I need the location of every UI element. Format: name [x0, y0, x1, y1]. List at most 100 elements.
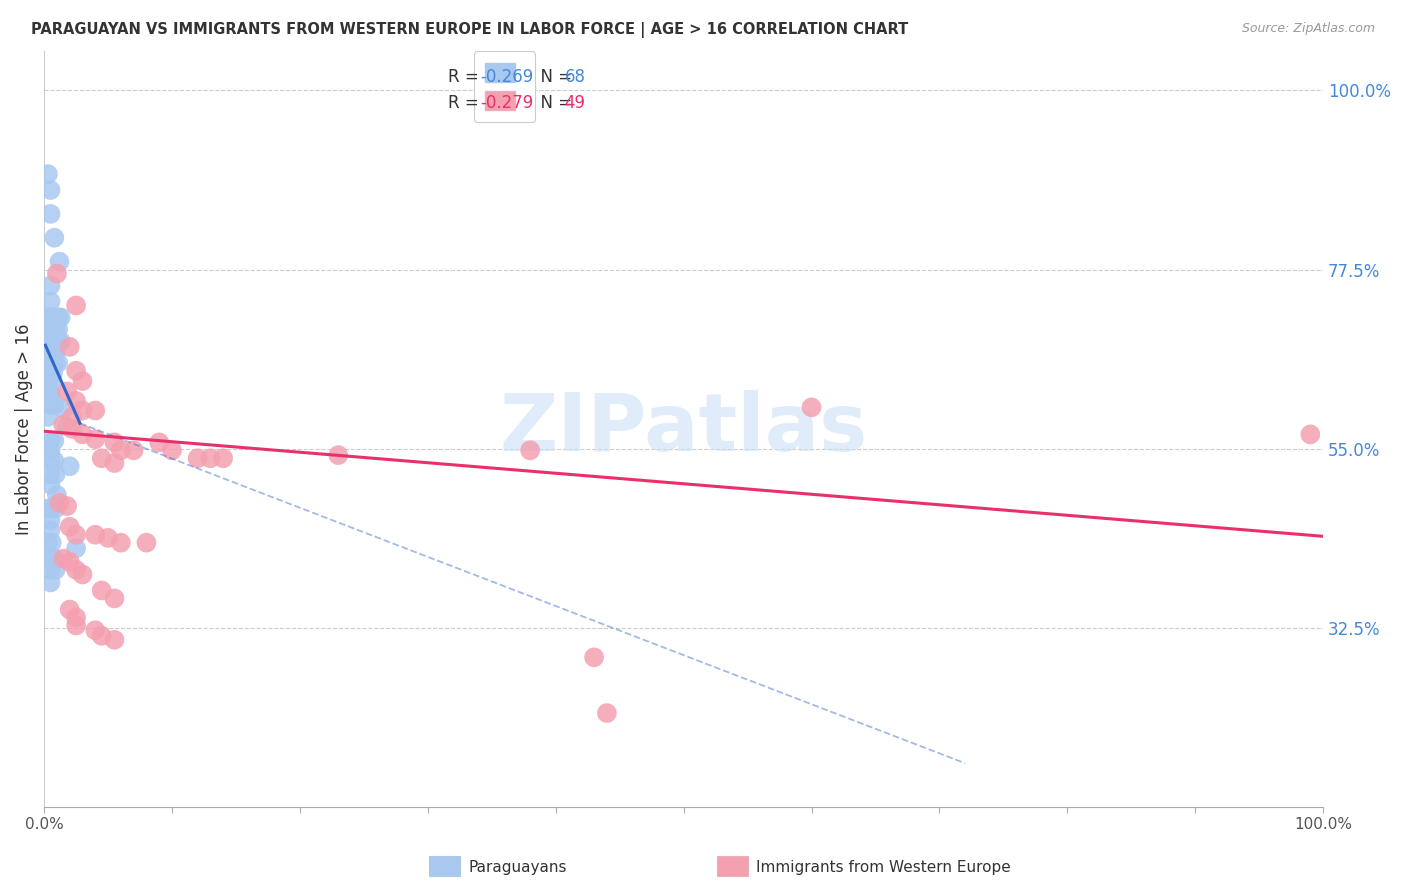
- Point: [39, 477, 62, 491]
- Point: [37, 366, 59, 380]
- Point: [41, 535, 63, 549]
- Point: [42, 344, 65, 359]
- Point: [46, 322, 69, 336]
- Point: [45, 267, 67, 281]
- Point: [122, 443, 145, 458]
- Point: [90, 629, 112, 643]
- Point: [44, 551, 66, 566]
- Point: [39, 387, 62, 401]
- Point: [45, 501, 67, 516]
- Text: -0.269: -0.269: [481, 69, 533, 87]
- Text: PARAGUAYAN VS IMMIGRANTS FROM WESTERN EUROPE IN LABOR FORCE | AGE > 16 CORRELATI: PARAGUAYAN VS IMMIGRANTS FROM WESTERN EU…: [31, 22, 908, 38]
- Point: [44, 231, 66, 245]
- Point: [39, 344, 62, 359]
- Point: [59, 520, 82, 534]
- Point: [65, 610, 87, 624]
- Point: [37, 356, 59, 370]
- Point: [39, 183, 62, 197]
- Point: [39, 575, 62, 590]
- Point: [37, 310, 59, 325]
- Point: [148, 435, 170, 450]
- Point: [1299, 427, 1322, 442]
- Point: [519, 443, 541, 458]
- Point: [42, 322, 65, 336]
- Text: 49: 49: [565, 95, 586, 112]
- Point: [42, 334, 65, 349]
- Point: [200, 451, 222, 466]
- Y-axis label: In Labor Force | Age > 16: In Labor Force | Age > 16: [15, 323, 32, 534]
- Point: [52, 551, 75, 566]
- Point: [44, 398, 66, 412]
- Point: [110, 443, 132, 458]
- Point: [45, 356, 67, 370]
- Point: [72, 374, 94, 388]
- Point: [45, 310, 67, 325]
- Point: [135, 535, 157, 549]
- Point: [39, 376, 62, 391]
- Point: [103, 435, 125, 450]
- Point: [56, 419, 79, 434]
- Point: [65, 394, 87, 409]
- Text: R =: R =: [449, 69, 484, 87]
- Text: 68: 68: [565, 69, 586, 87]
- Point: [84, 403, 107, 417]
- Point: [39, 207, 62, 221]
- Point: [84, 624, 107, 638]
- Point: [160, 443, 183, 458]
- Point: [72, 427, 94, 442]
- Point: [59, 602, 82, 616]
- Point: [39, 356, 62, 370]
- Point: [37, 387, 59, 401]
- Point: [39, 366, 62, 380]
- Point: [65, 563, 87, 577]
- Point: [800, 401, 823, 415]
- Point: [39, 551, 62, 566]
- Point: [65, 364, 87, 378]
- Point: [48, 254, 70, 268]
- Text: Immigrants from Western Europe: Immigrants from Western Europe: [756, 860, 1011, 874]
- Point: [39, 453, 62, 467]
- Point: [103, 456, 125, 470]
- Text: N =: N =: [530, 69, 578, 87]
- Point: [42, 356, 65, 370]
- Point: [65, 298, 87, 312]
- Point: [44, 453, 66, 467]
- Point: [39, 398, 62, 412]
- Point: [46, 310, 69, 325]
- Point: [45, 344, 67, 359]
- Point: [103, 632, 125, 647]
- Point: [46, 334, 69, 349]
- Point: [37, 376, 59, 391]
- Point: [110, 535, 132, 549]
- Point: [39, 278, 62, 293]
- Point: [39, 563, 62, 577]
- Text: -0.279: -0.279: [481, 95, 533, 112]
- Point: [59, 555, 82, 569]
- Point: [103, 591, 125, 606]
- Point: [60, 422, 83, 436]
- Point: [37, 167, 59, 181]
- Point: [90, 583, 112, 598]
- Text: R =: R =: [449, 95, 484, 112]
- Point: [72, 567, 94, 582]
- Point: [37, 409, 59, 424]
- Text: ZIPatlas: ZIPatlas: [499, 390, 868, 467]
- Point: [39, 434, 62, 448]
- Point: [39, 501, 62, 516]
- Point: [49, 310, 72, 325]
- Point: [72, 403, 94, 417]
- Point: [39, 467, 62, 482]
- Point: [45, 467, 67, 482]
- Point: [49, 334, 72, 349]
- Point: [84, 527, 107, 541]
- Point: [46, 356, 69, 370]
- Point: [39, 294, 62, 309]
- Text: Paraguayans: Paraguayans: [468, 860, 567, 874]
- Point: [45, 322, 67, 336]
- Point: [45, 563, 67, 577]
- Point: [65, 541, 87, 556]
- Point: [596, 706, 619, 720]
- Text: N =: N =: [530, 95, 578, 112]
- Point: [56, 499, 79, 513]
- Text: Source: ZipAtlas.com: Source: ZipAtlas.com: [1241, 22, 1375, 36]
